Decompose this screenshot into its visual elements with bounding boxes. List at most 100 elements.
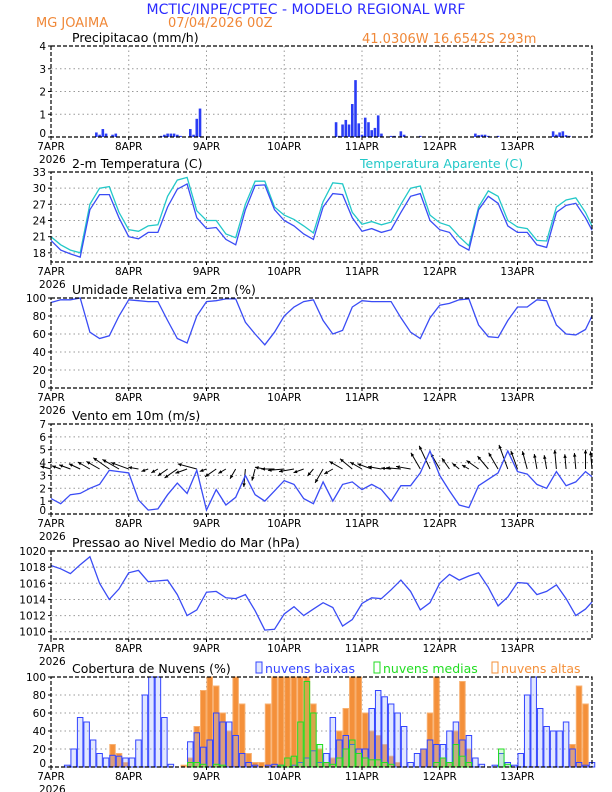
wind-arrow [452,462,460,470]
mid-cloud-bar [303,681,311,768]
precip-bar [370,130,374,137]
x-tick-label: 12APR [423,141,457,153]
y-tick-label: 80 [33,311,46,323]
x-tick-label: 10APR [267,266,301,278]
wind-arrow [510,450,518,470]
precip-bar [367,122,370,137]
precip-bar [98,134,101,137]
low-cloud-bar [193,732,201,768]
x-tick-label: 9APR [193,266,221,278]
y-tick-label: 40 [33,726,46,738]
legend-high-cloud-label: nuvens altas [501,661,581,676]
y-tick-label: 20 [33,365,46,377]
low-cloud-bar [562,721,570,768]
precip-bar [114,133,118,137]
y-tick-label: 6 [39,432,46,444]
x-year-label: 2026 [39,531,66,543]
wind-arrow [199,468,207,472]
wind-arrow [102,458,120,470]
precip-bar [163,134,166,137]
humidity-line [50,297,593,346]
mid-cloud-bar [212,763,220,768]
x-tick-label: 7APR [37,643,65,655]
pressure-line [50,555,593,631]
precip-bar [334,122,338,137]
precip-bar [496,135,500,137]
x-tick-label: 13APR [500,141,534,153]
wind-arrow [339,458,353,470]
x-tick-label: 10APR [267,518,301,530]
y-tick-label: 1010 [19,627,46,639]
wind-arrow [498,444,509,470]
precip-title: Precipitacao (mm/h) [72,30,199,45]
mid-cloud-bar [284,757,291,768]
precip-bar [111,134,114,137]
x-tick-label: 8APR [115,266,143,278]
precip-bar [389,135,393,137]
low-cloud-bar [70,748,77,768]
y-tick-label: 24 [33,216,47,228]
x-tick-label: 9APR [193,771,221,783]
y-tick-label: 1018 [19,562,46,574]
precip-bar [373,127,377,137]
low-cloud-bar [109,754,116,768]
low-cloud-bar [517,753,524,768]
x-tick-label: 11APR [345,518,379,530]
y-tick-label: 7 [39,419,46,431]
precip-bar [354,80,357,137]
precip-bar [95,132,98,137]
mid-cloud-bar [193,762,201,768]
mid-cloud-bar [465,762,473,768]
humidity-title: Umidade Relativa em 2m (%) [72,282,256,297]
low-cloud-bar [543,726,550,768]
low-cloud-bar [400,726,408,768]
low-cloud-bar [394,712,401,768]
y-tick-label: 0 [39,758,46,770]
precip-panel: 0 1 2 3 4 7APR 8APR 9APR 10APR 11APR 12APR 13APR 202… [37,30,593,166]
main-title: MCTIC/INPE/CPTEC - MODELO REGIONAL WRF [147,2,466,18]
x-tick-label: 9APR [193,518,221,530]
wind-arrow [395,465,411,470]
precip-bar [564,135,568,137]
y-tick-label: 18 [33,248,46,260]
mid-cloud-bar [381,762,388,768]
precip-bar [179,135,182,137]
wind-frame [50,423,593,515]
y-tick-label: 80 [33,690,46,702]
wind-arrow [583,449,588,469]
low-cloud-bar [387,703,395,768]
x-tick-label: 9APR [193,141,221,153]
y-tick-label: 2 [39,87,46,99]
wind-arrow [357,463,372,470]
low-cloud-bar [549,730,557,768]
wind-arrow [323,468,334,475]
precip-bar [402,134,406,137]
precip-bar [483,134,487,137]
wind-arrow [563,454,567,470]
low-cloud-bar [161,717,168,768]
pressure-frame [50,550,593,640]
wind-arrow [157,468,168,477]
x-tick-label: 10APR [267,141,301,153]
low-cloud-bar [238,753,246,768]
low-cloud-bar [83,721,90,768]
y-tick-label: 4 [39,458,46,470]
x-tick-label: 12APR [423,518,457,530]
x-tick-label: 7APR [37,392,65,404]
low-cloud-bar [148,676,155,768]
x-year-label: 2026 [39,656,66,668]
wind-arrow [261,467,275,471]
precip-bar [172,133,176,137]
x-tick-label: 11APR [345,392,379,404]
legend-mid-cloud-label: nuvens medias [383,661,478,676]
wind-arrow [204,468,217,478]
wind-arrow [151,468,159,474]
x-tick-label: 11APR [345,771,379,783]
wind-speed-line [50,449,593,513]
precip-bar [101,129,105,137]
precip-bar [176,134,179,137]
precip-bar [189,129,192,137]
wind-arrow [86,460,100,470]
x-tick-label: 12APR [423,392,457,404]
y-tick-label: 5 [39,445,46,457]
